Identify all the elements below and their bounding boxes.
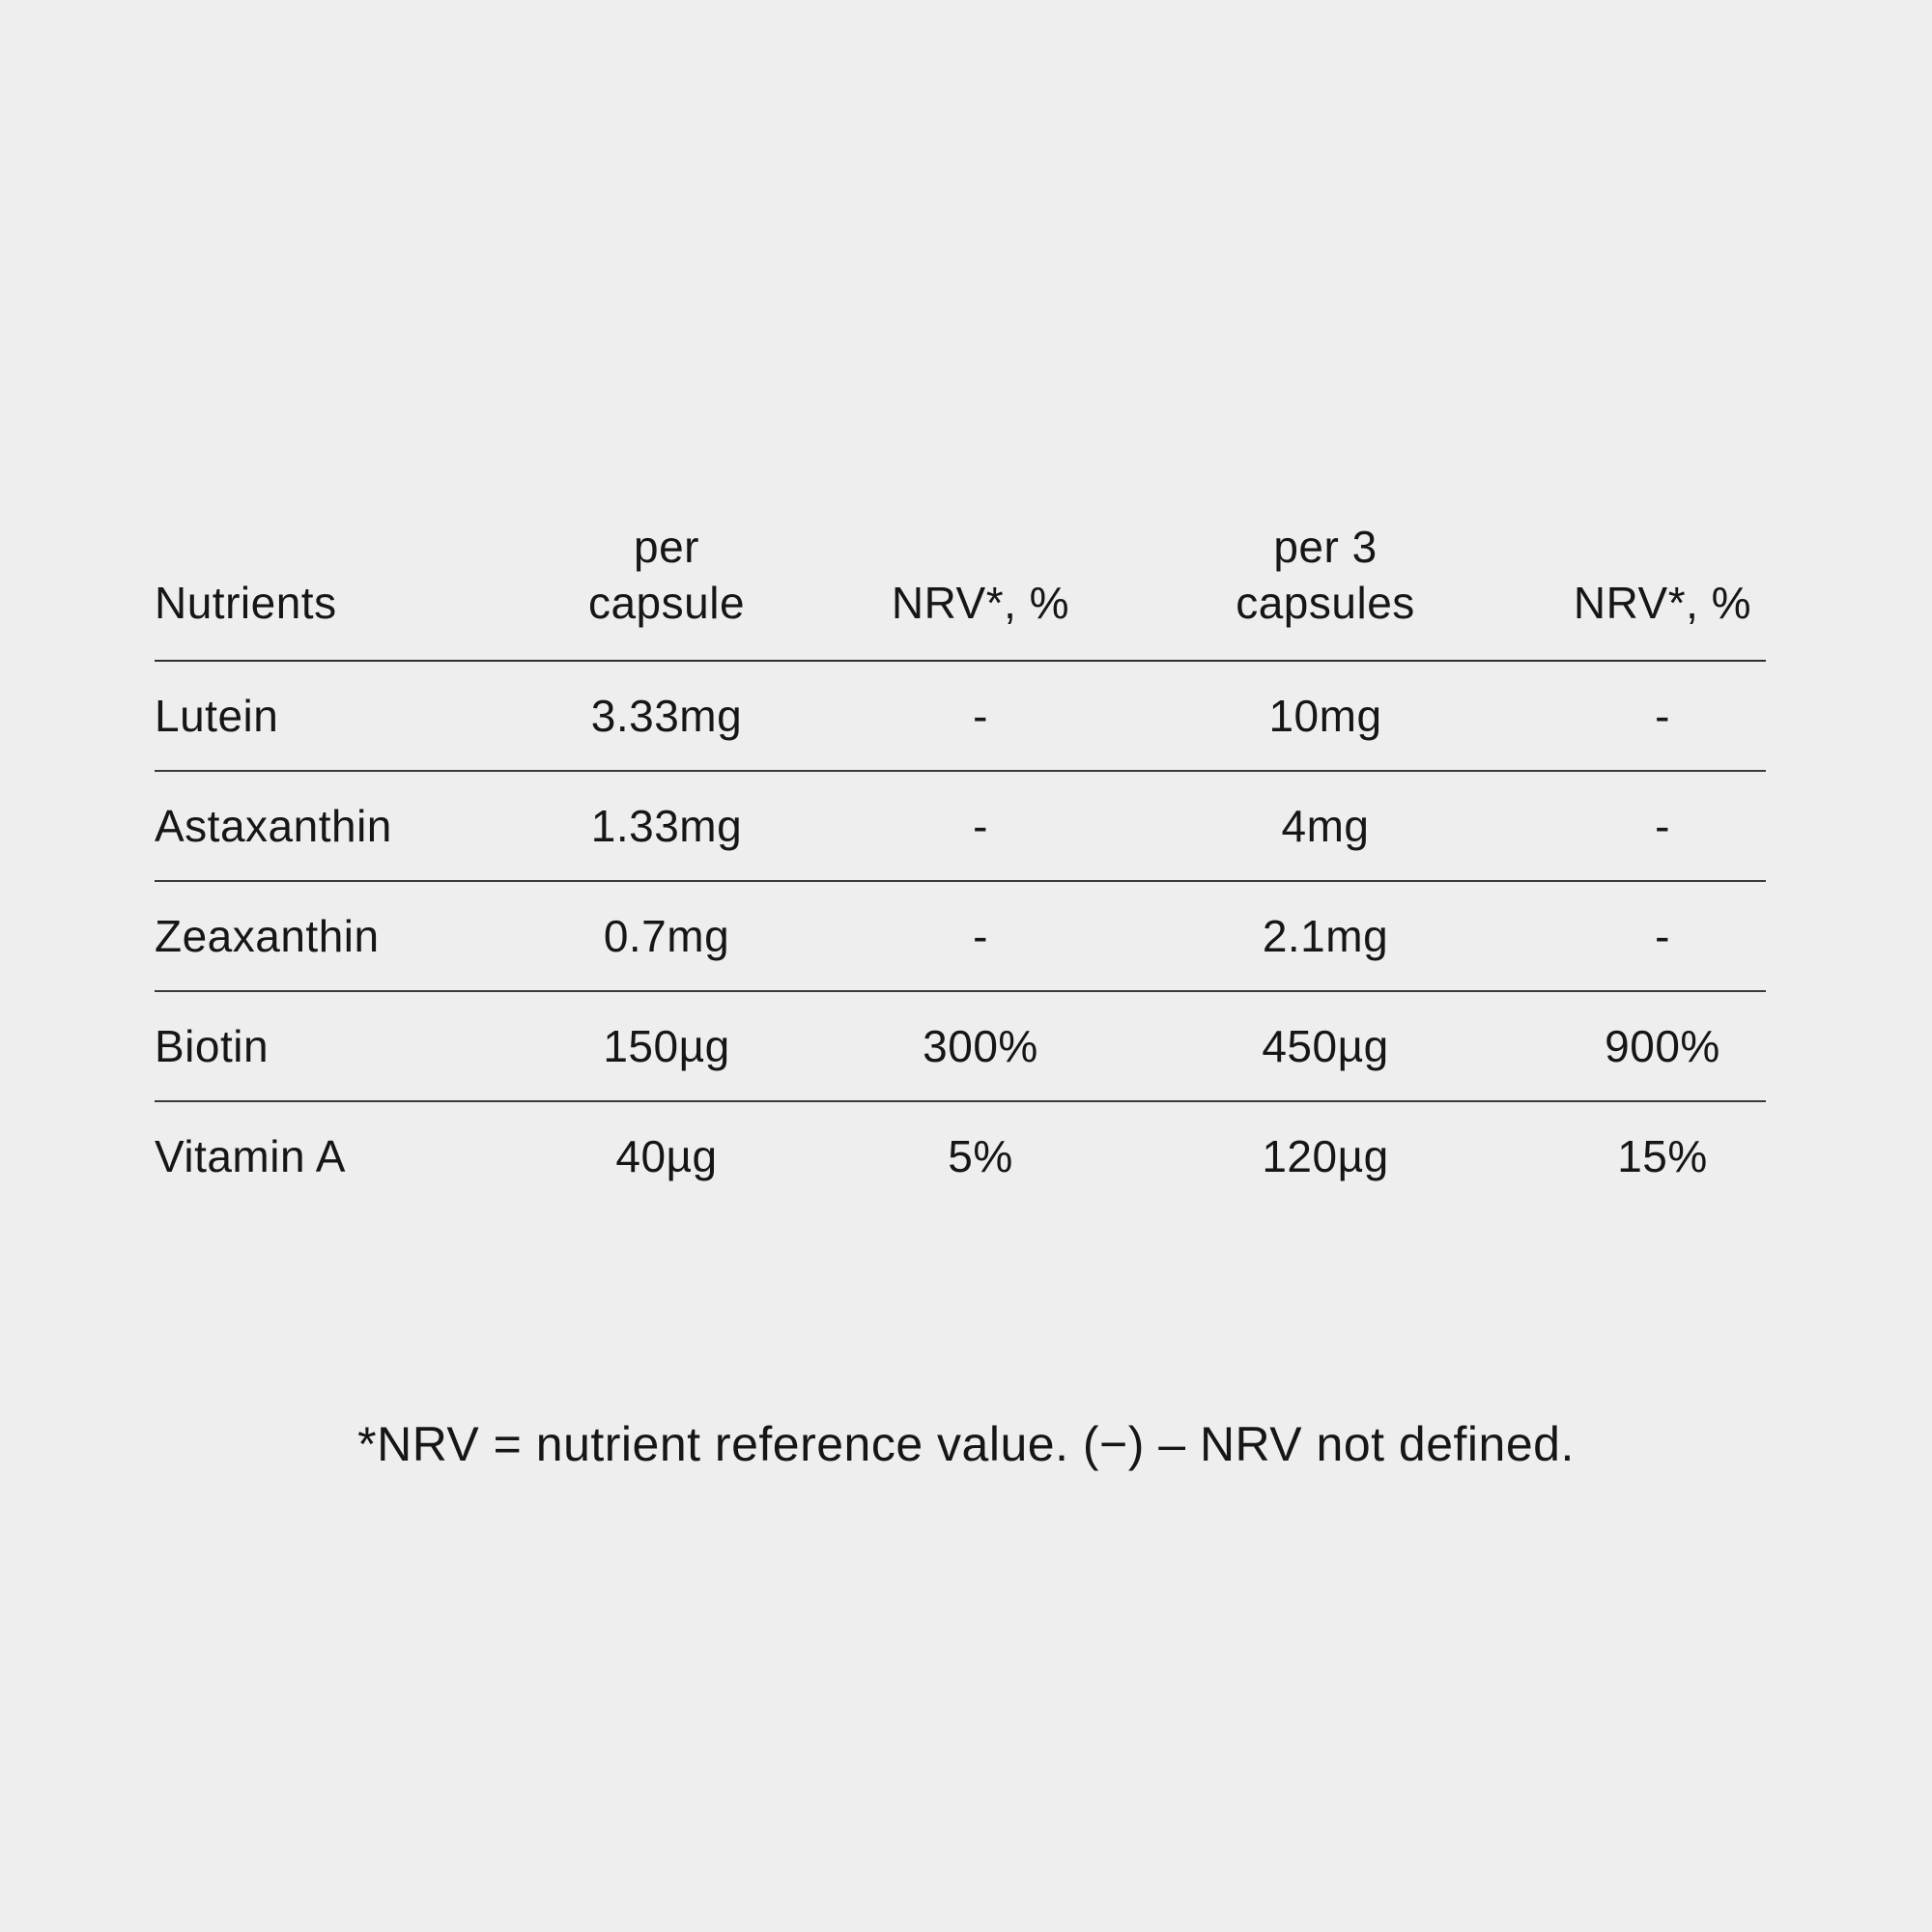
nutrient-name: Zeaxanthin bbox=[155, 911, 380, 961]
table-row-astaxanthin: Astaxanthin 1.33mg - 4mg - bbox=[155, 772, 1766, 882]
value-nrv-triple: - bbox=[1655, 801, 1670, 851]
column-header-nrv-single: NRV*, % bbox=[891, 577, 1070, 628]
value-nrv-triple: - bbox=[1655, 691, 1670, 741]
value-nrv-single: 5% bbox=[948, 1131, 1013, 1181]
value-per-capsule: 1.33mg bbox=[590, 801, 743, 851]
nutrient-name: Astaxanthin bbox=[155, 801, 392, 851]
value-nrv-single: - bbox=[973, 801, 988, 851]
table-row-lutein: Lutein 3.33mg - 10mg - bbox=[155, 662, 1766, 772]
nutrients-table: Nutrients per capsule NRV*, % per 3 caps… bbox=[155, 520, 1766, 1210]
value-nrv-single: - bbox=[973, 691, 988, 741]
value-per-3-capsules: 10mg bbox=[1268, 691, 1382, 741]
nutrient-name: Lutein bbox=[155, 691, 279, 741]
value-per-3-capsules: 2.1mg bbox=[1262, 911, 1389, 961]
nrv-footnote: *NRV = nutrient reference value. (−) – N… bbox=[357, 1417, 1575, 1471]
value-per-capsule: 40µg bbox=[615, 1131, 718, 1181]
column-header-nutrients: Nutrients bbox=[155, 577, 337, 628]
value-per-3-capsules: 450µg bbox=[1262, 1021, 1389, 1071]
table-row-biotin: Biotin 150µg 300% 450µg 900% bbox=[155, 992, 1766, 1102]
table-row-zeaxanthin: Zeaxanthin 0.7mg - 2.1mg - bbox=[155, 882, 1766, 992]
value-per-capsule: 3.33mg bbox=[590, 691, 743, 741]
table-header-row: Nutrients per capsule NRV*, % per 3 caps… bbox=[155, 520, 1766, 662]
value-per-3-capsules: 120µg bbox=[1262, 1131, 1389, 1181]
value-nrv-single: - bbox=[973, 911, 988, 961]
nutrient-name: Vitamin A bbox=[155, 1131, 346, 1181]
value-nrv-triple: 15% bbox=[1617, 1131, 1708, 1181]
column-header-per-capsule: per capsule bbox=[587, 522, 746, 628]
value-per-capsule: 150µg bbox=[603, 1021, 730, 1071]
value-per-3-capsules: 4mg bbox=[1281, 801, 1370, 851]
value-nrv-triple: 900% bbox=[1605, 1021, 1720, 1071]
value-nrv-triple: - bbox=[1655, 911, 1670, 961]
value-per-capsule: 0.7mg bbox=[603, 911, 730, 961]
value-nrv-single: 300% bbox=[923, 1021, 1038, 1071]
column-header-per-3-capsules: per 3 capsules bbox=[1236, 522, 1415, 628]
column-header-nrv-triple: NRV*, % bbox=[1573, 577, 1752, 628]
table-row-vitamin-a: Vitamin A 40µg 5% 120µg 15% bbox=[155, 1102, 1766, 1210]
nutrient-name: Biotin bbox=[155, 1021, 270, 1071]
